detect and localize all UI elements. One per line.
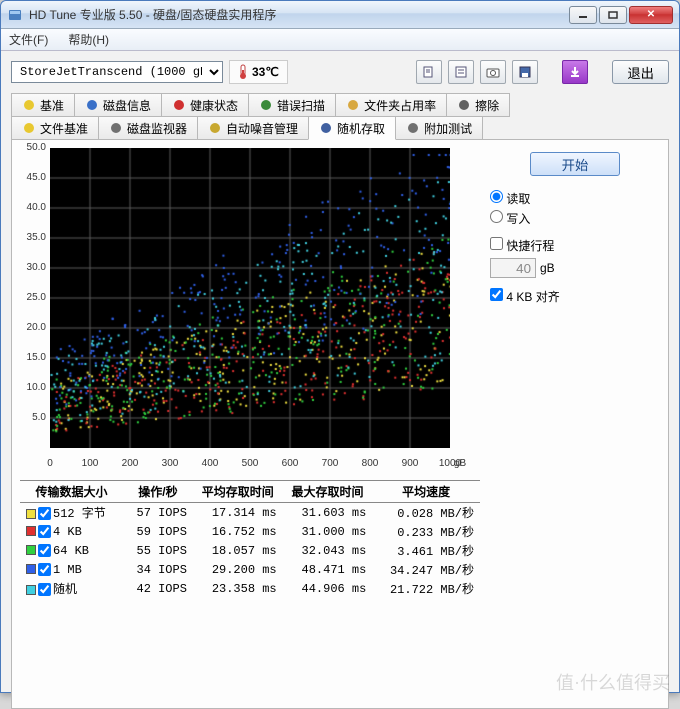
thermometer-icon: [238, 64, 248, 80]
toolbar: StoreJetTranscend (1000 gB) 33℃ 退出: [11, 57, 669, 87]
save-button[interactable]: [512, 60, 538, 84]
tab-文件夹占用率[interactable]: 文件夹占用率: [335, 93, 447, 117]
col-header: 平均存取时间: [193, 481, 283, 503]
tab-磁盘信息[interactable]: 磁盘信息: [74, 93, 162, 117]
copy-info-button[interactable]: [448, 60, 474, 84]
tab-附加测试[interactable]: 附加测试: [395, 116, 483, 140]
menubar: 文件(F) 帮助(H): [1, 29, 679, 51]
results-table: 传输数据大小操作/秒平均存取时间最大存取时间平均速度 512 字节57 IOPS…: [20, 480, 480, 598]
mode-read[interactable]: 读取: [490, 190, 660, 207]
size-input: [490, 258, 536, 278]
tab-随机存取[interactable]: 随机存取: [308, 116, 396, 140]
copy-text-button[interactable]: [416, 60, 442, 84]
align-checkbox[interactable]: 4 KB 对齐: [490, 288, 660, 305]
table-row: 随机42 IOPS23.358 ms44.906 ms21.722 MB/秒: [20, 579, 480, 598]
drive-select[interactable]: StoreJetTranscend (1000 gB): [11, 61, 223, 83]
tab-strip: 基准磁盘信息健康状态错误扫描文件夹占用率擦除 文件基准磁盘监视器自动噪音管理随机…: [11, 93, 669, 139]
tab-文件基准[interactable]: 文件基准: [11, 116, 99, 140]
watermark: 值·什么值得买: [556, 669, 670, 695]
menu-help[interactable]: 帮助(H): [64, 29, 113, 50]
table-row: 4 KB59 IOPS16.752 ms31.000 ms0.233 MB/秒: [20, 522, 480, 541]
tab-健康状态[interactable]: 健康状态: [161, 93, 249, 117]
col-header: 平均速度: [372, 481, 480, 503]
menu-file[interactable]: 文件(F): [5, 29, 52, 50]
scatter-canvas: [50, 148, 450, 448]
tab-自动噪音管理[interactable]: 自动噪音管理: [197, 116, 309, 140]
app-icon: [7, 7, 23, 23]
table-row: 64 KB55 IOPS18.057 ms32.043 ms3.461 MB/秒: [20, 541, 480, 560]
download-button[interactable]: [562, 60, 588, 84]
col-header: 传输数据大小: [20, 481, 123, 503]
col-header: 操作/秒: [123, 481, 193, 503]
series-toggle[interactable]: [38, 507, 51, 520]
app-window: HD Tune 专业版 5.50 - 硬盘/固态硬盘实用程序 ✕ 文件(F) 帮…: [0, 0, 680, 693]
series-toggle[interactable]: [38, 525, 51, 538]
series-toggle[interactable]: [38, 563, 51, 576]
table-row: 512 字节57 IOPS17.314 ms31.603 ms0.028 MB/…: [20, 503, 480, 523]
temperature: 33℃: [229, 60, 288, 84]
tab-panel-random-access: ms 5.010.015.020.025.030.035.040.045.050…: [11, 139, 669, 709]
chart-area: ms 5.010.015.020.025.030.035.040.045.050…: [20, 148, 450, 458]
tab-磁盘监视器[interactable]: 磁盘监视器: [98, 116, 198, 140]
maximize-button[interactable]: [599, 6, 627, 24]
exit-button[interactable]: 退出: [612, 60, 669, 84]
titlebar[interactable]: HD Tune 专业版 5.50 - 硬盘/固态硬盘实用程序 ✕: [1, 1, 679, 29]
controls-pane: 开始 读取 写入 快捷行程 gB 4 KB 对齐: [490, 148, 660, 700]
content-area: StoreJetTranscend (1000 gB) 33℃ 退出 基准磁盘信…: [1, 51, 679, 692]
y-axis-labels: 5.010.015.020.025.030.035.040.045.050.0: [20, 148, 48, 448]
close-button[interactable]: ✕: [629, 6, 673, 24]
mode-write[interactable]: 写入: [490, 210, 660, 227]
series-toggle[interactable]: [38, 583, 51, 596]
col-header: 最大存取时间: [283, 481, 373, 503]
quick-checkbox[interactable]: 快捷行程: [490, 237, 660, 254]
start-button[interactable]: 开始: [530, 152, 620, 176]
table-row: 1 MB34 IOPS29.200 ms48.471 ms34.247 MB/秒: [20, 560, 480, 579]
size-unit: gB: [540, 261, 555, 275]
window-title: HD Tune 专业版 5.50 - 硬盘/固态硬盘实用程序: [29, 6, 569, 23]
tab-擦除[interactable]: 擦除: [446, 93, 510, 117]
series-toggle[interactable]: [38, 544, 51, 557]
minimize-button[interactable]: [569, 6, 597, 24]
x-axis-labels: 01002003004005006007008009001000gB: [50, 458, 450, 472]
temp-value: 33℃: [252, 65, 279, 79]
tab-错误扫描[interactable]: 错误扫描: [248, 93, 336, 117]
screenshot-button[interactable]: [480, 60, 506, 84]
tab-基准[interactable]: 基准: [11, 93, 75, 117]
